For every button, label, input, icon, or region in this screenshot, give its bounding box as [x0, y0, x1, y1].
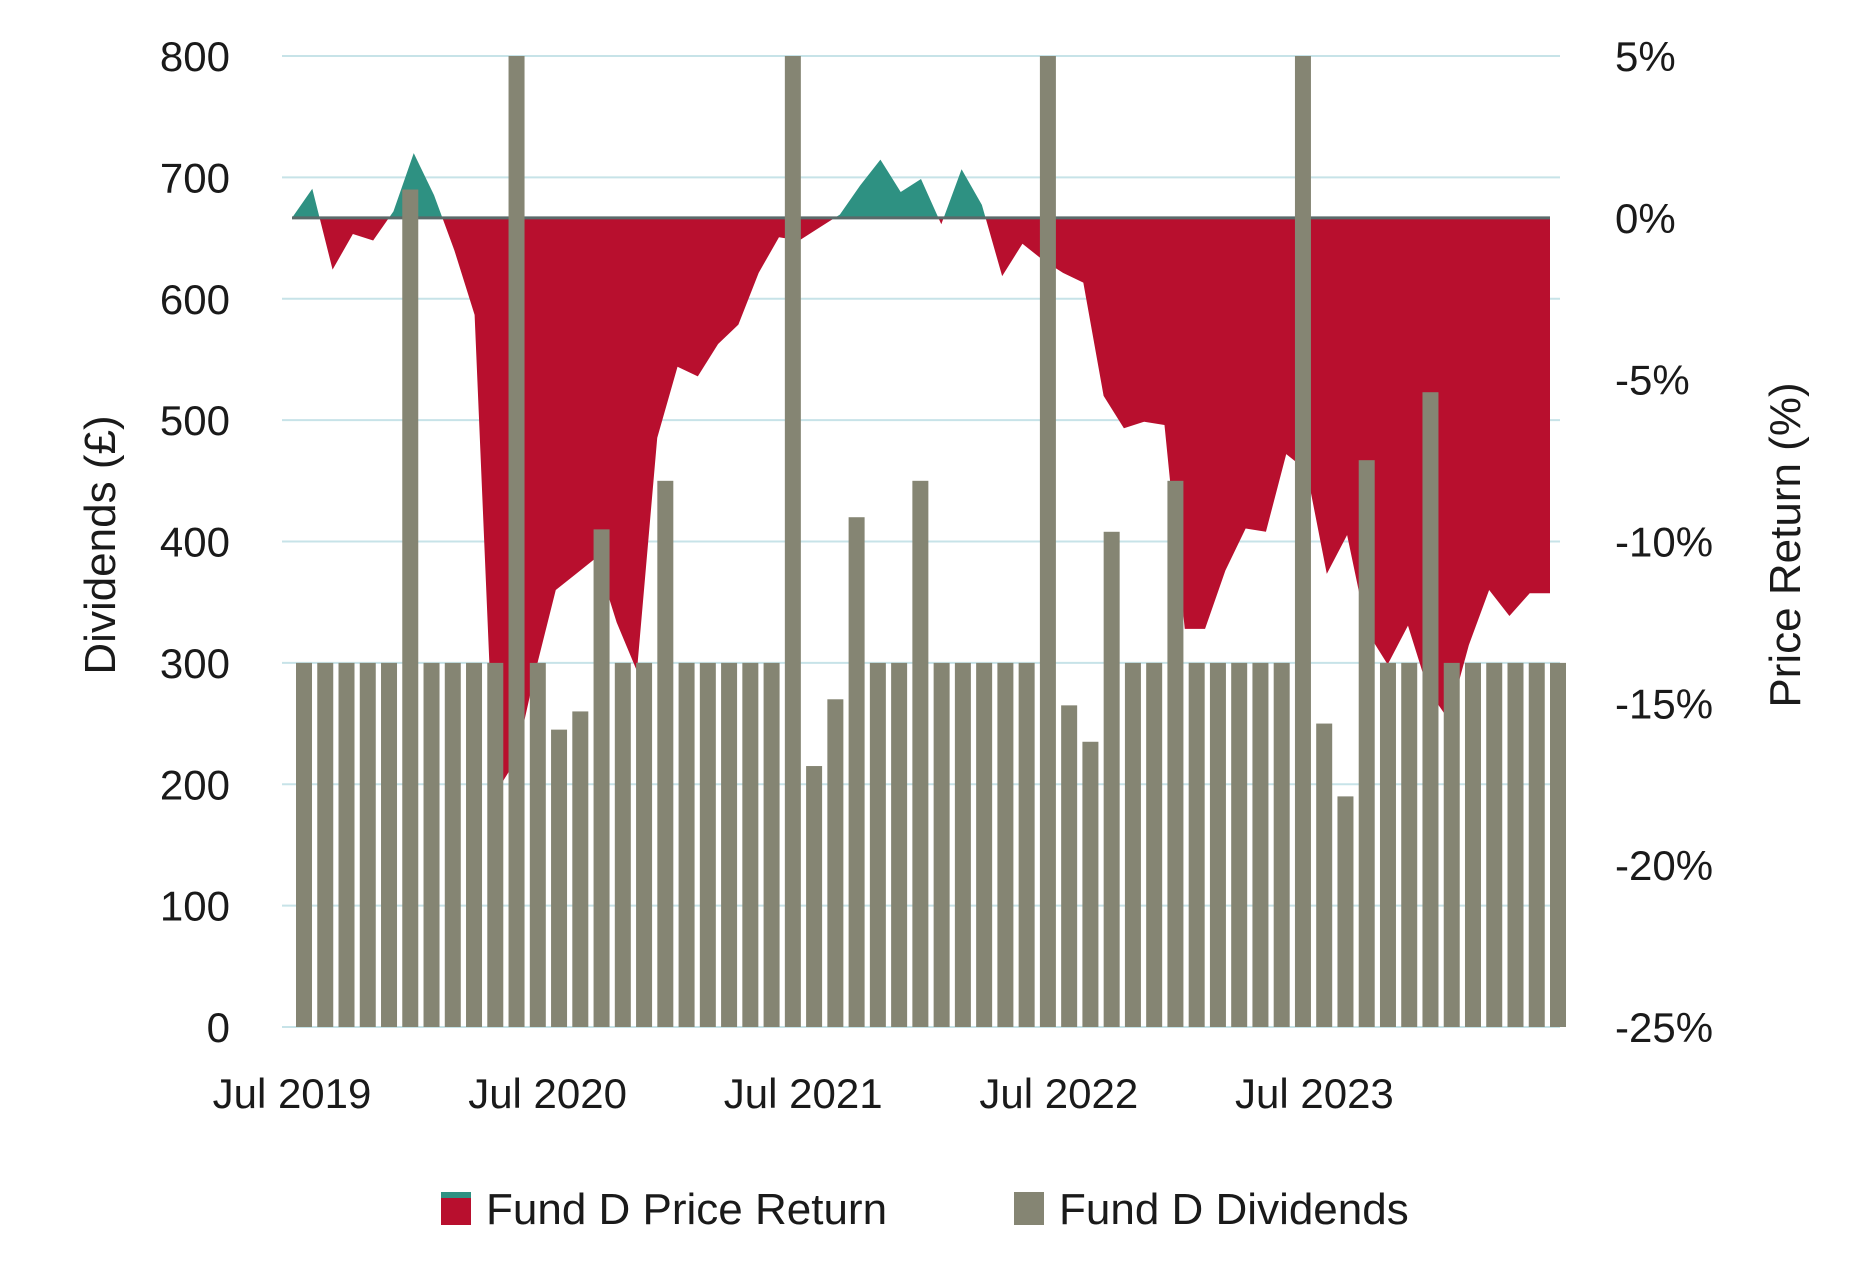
left-tick-label: 600 — [160, 276, 230, 323]
dividend-bar — [572, 711, 589, 1027]
dividend-bar — [891, 662, 908, 1028]
dividend-bar — [614, 662, 631, 1028]
x-tick-label: Jul 2022 — [979, 1070, 1138, 1117]
dividend-bar — [1550, 662, 1566, 1028]
dividend-bar — [1316, 723, 1333, 1027]
dividend-bar — [699, 662, 716, 1028]
dividend-bar — [869, 662, 886, 1028]
dividend-bar — [763, 662, 780, 1028]
dividend-bar — [1337, 796, 1354, 1027]
dividend-bar — [423, 662, 440, 1028]
dividend-bar — [997, 662, 1014, 1028]
dividend-bar — [1401, 662, 1418, 1028]
right-tick-label: -10% — [1615, 519, 1713, 566]
dividend-bar — [1464, 662, 1481, 1028]
x-tick-label: Jul 2021 — [724, 1070, 883, 1117]
legend-item-price-return: Fund D Price Return — [441, 1185, 887, 1234]
dividend-bar — [784, 56, 801, 1027]
dividend-bar — [1082, 741, 1099, 1027]
price-return-negative-area — [319, 217, 1550, 794]
right-axis-ticks: -25% -20% -15% -10% -5% 0% 5% — [1615, 33, 1713, 1051]
dividend-bar — [933, 662, 950, 1028]
dividend-bar — [1507, 662, 1524, 1028]
dividend-bar — [338, 662, 355, 1028]
dividend-bar — [466, 662, 483, 1028]
legend-swatch-dividends — [1014, 1192, 1044, 1225]
dividend-bar — [657, 480, 674, 1027]
right-tick-label: 5% — [1615, 33, 1676, 80]
dividend-bar — [912, 480, 929, 1027]
right-axis-title: Price Return (%) — [1761, 382, 1810, 707]
dividend-bar — [1528, 662, 1545, 1028]
dividend-bar — [1231, 662, 1248, 1028]
dividend-bar — [359, 662, 376, 1028]
dividend-bar — [444, 662, 461, 1028]
dividend-bar — [1209, 662, 1226, 1028]
dividend-bar — [508, 56, 525, 1027]
dividend-bar — [593, 529, 610, 1027]
dividend-bar — [1124, 662, 1141, 1028]
x-tick-label: Jul 2023 — [1235, 1070, 1394, 1117]
dividend-bar — [1443, 662, 1460, 1028]
legend-swatch-price-return-top — [441, 1192, 471, 1198]
left-tick-label: 0 — [207, 1004, 230, 1051]
dividend-bar — [1188, 662, 1205, 1028]
dividend-bar — [551, 729, 568, 1027]
dividend-bar — [636, 662, 653, 1028]
legend-label-dividends: Fund D Dividends — [1059, 1185, 1409, 1234]
price-return-area — [292, 153, 1550, 794]
dividend-bar — [1167, 480, 1184, 1027]
dividend-bar — [721, 662, 738, 1028]
left-tick-label: 400 — [160, 519, 230, 566]
x-tick-label: Jul 2019 — [213, 1070, 372, 1117]
dividend-bar — [678, 662, 695, 1028]
left-tick-label: 700 — [160, 154, 230, 201]
dividend-bar — [1018, 662, 1035, 1028]
dividend-bar — [317, 662, 334, 1028]
dividend-bar — [848, 517, 865, 1027]
dividend-bars — [296, 56, 1566, 1028]
price-return-positive-area — [292, 153, 1550, 218]
dividend-bar — [954, 662, 971, 1028]
left-tick-label: 100 — [160, 883, 230, 930]
x-axis-ticks: Jul 2019 Jul 2020 Jul 2021 Jul 2022 Jul 2023 — [213, 1070, 1394, 1117]
dividend-bar — [487, 662, 504, 1028]
dividend-bar — [1358, 460, 1375, 1027]
right-tick-label: 0% — [1615, 195, 1676, 242]
dividend-bar — [1486, 662, 1503, 1028]
dividend-bar — [296, 662, 312, 1028]
dividend-bar — [1039, 56, 1056, 1027]
dividend-bar — [381, 662, 398, 1028]
x-tick-label: Jul 2020 — [468, 1070, 627, 1117]
left-tick-label: 200 — [160, 761, 230, 808]
dividend-bar — [1061, 705, 1078, 1027]
left-axis-ticks: 0 100 200 300 400 500 600 700 800 — [160, 33, 230, 1051]
right-tick-label: -5% — [1615, 357, 1690, 404]
dividend-bar — [1379, 662, 1396, 1028]
dividend-bar — [1103, 531, 1120, 1027]
dividend-bar — [827, 699, 844, 1027]
legend-label-price-return: Fund D Price Return — [486, 1185, 887, 1234]
left-tick-label: 800 — [160, 33, 230, 80]
legend: Fund D Price Return Fund D Dividends — [441, 1185, 1409, 1234]
left-tick-label: 500 — [160, 397, 230, 444]
dividend-bar — [1294, 56, 1311, 1027]
dividend-bar — [1252, 662, 1269, 1028]
dividend-bar — [742, 662, 759, 1028]
dividend-bar — [1273, 662, 1290, 1028]
dividend-bar — [529, 662, 546, 1028]
left-axis-title: Dividends (£) — [76, 415, 125, 674]
dividend-bar — [806, 766, 823, 1027]
legend-item-dividends: Fund D Dividends — [1014, 1185, 1409, 1234]
right-tick-label: -20% — [1615, 842, 1713, 889]
dividend-bar — [1146, 662, 1163, 1028]
right-tick-label: -25% — [1615, 1004, 1713, 1051]
right-tick-label: -15% — [1615, 680, 1713, 727]
left-tick-label: 300 — [160, 640, 230, 687]
dividend-bar — [402, 189, 419, 1027]
dividend-bar — [976, 662, 993, 1028]
dividend-bar — [1422, 392, 1439, 1028]
